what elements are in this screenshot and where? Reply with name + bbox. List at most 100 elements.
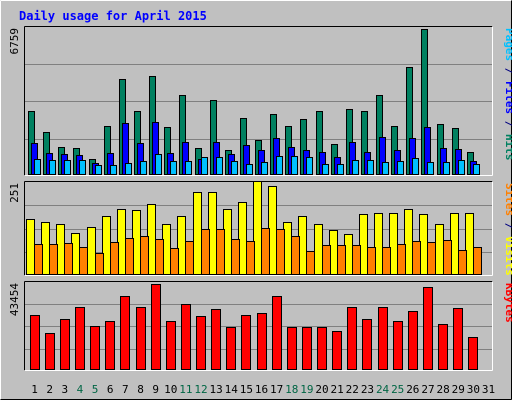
bars-kbytes: [30, 284, 478, 370]
bar-pages-day-7: [125, 163, 132, 175]
bar-sites-day-23: [367, 247, 376, 275]
legend-entry: Files: [503, 81, 512, 114]
bar-pages-day-29: [458, 160, 465, 175]
bar-kbytes-day-23: [362, 319, 372, 370]
bar-sites-day-1: [34, 244, 43, 275]
bar-kbytes-day-14: [226, 327, 236, 370]
bar-sites-day-15: [246, 241, 255, 275]
bar-sites-day-25: [397, 244, 406, 275]
x-tick-label: 4: [77, 383, 84, 396]
x-tick-label: 21: [331, 383, 344, 396]
bar-pages-day-9: [155, 154, 162, 175]
bar-sites-day-18: [291, 236, 300, 275]
legend-entry: /: [503, 114, 512, 134]
bar-visits-day-23: [359, 214, 368, 275]
panel-max-label: 43454: [8, 283, 21, 316]
x-tick-label: 11: [179, 383, 192, 396]
legend-entry: KBytes: [503, 283, 512, 323]
legend-entry: /: [503, 216, 512, 236]
bar-kbytes-day-30: [468, 337, 478, 370]
x-tick-label: 25: [391, 383, 404, 396]
bar-kbytes-day-15: [241, 315, 251, 370]
legend-entry: Visits: [503, 236, 512, 276]
bar-kbytes-day-2: [45, 333, 55, 370]
legend-entry: Pages: [503, 28, 512, 61]
bar-sites-day-26: [412, 241, 421, 275]
bar-kbytes-day-7: [120, 296, 130, 370]
bar-kbytes-day-12: [196, 316, 206, 370]
bar-visits-day-20: [314, 224, 323, 275]
panel-visits_sites: 251 Sites / Visits: [8, 181, 512, 276]
bar-pages-day-15: [246, 164, 253, 175]
bar-pages-day-5: [95, 165, 102, 175]
panel-legend: KBytes: [503, 283, 512, 323]
bar-kbytes-day-26: [408, 311, 418, 370]
bar-kbytes-day-3: [60, 319, 70, 370]
x-tick-label: 9: [152, 383, 159, 396]
bar-kbytes-day-29: [453, 308, 463, 370]
bar-sites-day-4: [79, 247, 88, 275]
bar-kbytes-day-25: [393, 321, 403, 370]
chart-title: Daily usage for April 2015: [19, 9, 207, 23]
panel-max-label: 251: [8, 183, 21, 203]
bar-kbytes-day-5: [90, 326, 100, 370]
bar-pages-day-27: [427, 162, 434, 175]
bar-sites-day-30: [473, 247, 482, 275]
bar-kbytes-day-6: [105, 321, 115, 370]
x-tick-label: 24: [376, 383, 390, 396]
panel-kbytes: 43454 KBytes: [8, 281, 512, 371]
x-tick-label: 23: [361, 383, 374, 396]
bar-sites-day-11: [185, 241, 194, 275]
panel-max-label: 6759: [8, 28, 21, 55]
bar-sites-day-28: [443, 240, 452, 275]
bar-pages-day-12: [201, 157, 208, 175]
x-tick-label: 27: [421, 383, 434, 396]
bars-hits_files_pages: [28, 29, 480, 175]
bar-pages-day-24: [382, 162, 389, 175]
x-tick-label: 14: [225, 383, 239, 396]
x-tick-label: 6: [107, 383, 114, 396]
bar-pages-day-8: [140, 161, 147, 175]
bar-sites-day-20: [322, 245, 331, 275]
bar-kbytes-day-18: [287, 327, 297, 370]
legend-entry: Hits: [503, 134, 512, 161]
bar-pages-day-6: [110, 165, 117, 175]
bar-pages-day-10: [170, 161, 177, 175]
bar-visits-day-1: [26, 219, 35, 275]
bar-sites-day-12: [201, 229, 210, 275]
bar-pages-day-17: [276, 156, 283, 175]
x-tick-label: 22: [346, 383, 359, 396]
x-tick-label: 13: [210, 383, 223, 396]
bar-sites-day-22: [352, 245, 361, 275]
panel-legend: Sites / Visits: [503, 183, 512, 276]
x-tick-label: 29: [452, 383, 465, 396]
chart-panels: 6759 Pages / Files / Hits 251 Sites / Visit…: [8, 26, 512, 371]
bar-sites-day-29: [458, 250, 467, 275]
bar-pages-day-23: [367, 160, 374, 175]
legend-entry: /: [503, 61, 512, 81]
bar-pages-day-20: [322, 164, 329, 175]
bar-sites-day-14: [231, 239, 240, 275]
x-tick-label: 10: [164, 383, 177, 396]
bar-kbytes-day-11: [181, 304, 191, 370]
bar-visits-day-12: [193, 192, 202, 275]
panel-legend: Pages / Files / Hits: [503, 28, 512, 161]
bar-kbytes-day-21: [332, 331, 342, 370]
x-tick-label: 26: [406, 383, 419, 396]
x-tick-label: 7: [122, 383, 129, 396]
bar-sites-day-3: [64, 243, 73, 275]
bar-pages-day-26: [412, 158, 419, 175]
x-tick-label: 19: [300, 383, 313, 396]
x-tick-label: 30: [467, 383, 480, 396]
bar-kbytes-day-4: [75, 307, 85, 370]
bar-kbytes-day-22: [347, 307, 357, 370]
bar-visits-day-5: [87, 227, 96, 275]
bar-sites-day-6: [110, 242, 119, 275]
bar-kbytes-day-17: [272, 296, 282, 370]
x-tick-label: 8: [137, 383, 144, 396]
bar-kbytes-day-13: [211, 309, 221, 370]
bar-pages-day-21: [337, 164, 344, 175]
bar-sites-day-27: [427, 242, 436, 275]
bar-kbytes-day-24: [378, 307, 388, 370]
